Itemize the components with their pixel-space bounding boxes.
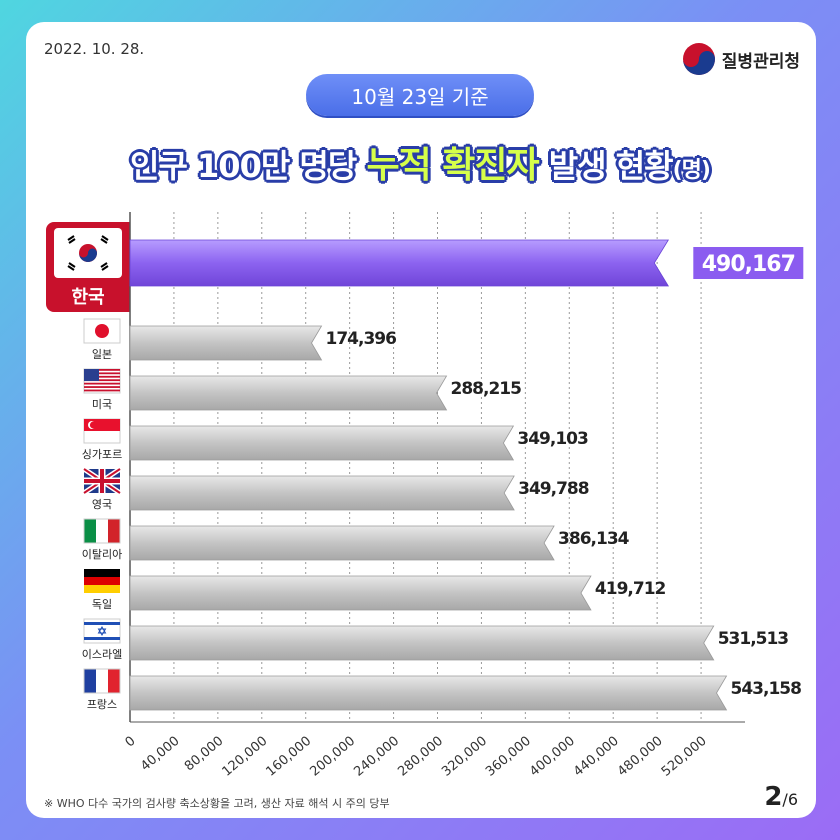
- value-label: 288,215: [451, 379, 522, 399]
- x-tick-label: 360,000: [483, 734, 534, 780]
- category-label: 프랑스: [87, 698, 117, 711]
- sg-flag-icon: [83, 418, 121, 444]
- value-label: 531,513: [718, 629, 789, 649]
- category-label: 이탈리아: [82, 548, 122, 561]
- date-basis-badge: 10월 23일 기준: [306, 74, 534, 116]
- x-tick-label: 440,000: [571, 734, 622, 780]
- bar: [129, 425, 515, 461]
- category-label: 이스라엘: [82, 648, 122, 661]
- bar: [129, 475, 515, 511]
- title-part2: 발생 현황: [538, 147, 674, 185]
- korea-flag-frame: [54, 228, 122, 278]
- bar: [129, 675, 728, 711]
- x-tick-label: 120,000: [220, 734, 271, 780]
- value-label: 490,167: [702, 252, 795, 277]
- it-flag-icon: [83, 518, 121, 544]
- gb-flag-icon: [82, 466, 122, 496]
- x-tick-label: 160,000: [263, 734, 314, 780]
- value-label: 349,103: [517, 429, 588, 449]
- value-label: 174,396: [326, 329, 397, 349]
- page-current: 2: [764, 782, 783, 812]
- agency-name: 질병관리청: [721, 51, 800, 72]
- page-title: 인구 100만 명당 누적 확진자 발생 현황(명): [0, 136, 840, 188]
- category-label: 미국: [92, 398, 112, 411]
- bar: [129, 525, 555, 561]
- jp-flag-icon: [83, 318, 121, 344]
- page-total: /6: [782, 790, 798, 809]
- footnote: ※ WHO 다수 국가의 검사량 축소상황을 고려, 생산 자료 해석 시 주의…: [44, 797, 390, 810]
- x-tick-label: 400,000: [527, 734, 578, 780]
- x-tick-label: 280,000: [395, 734, 446, 780]
- x-tick-label: 240,000: [351, 734, 402, 780]
- bar: [129, 325, 323, 361]
- fr-flag-icon: [83, 668, 121, 694]
- category-label: 일본: [92, 347, 112, 361]
- us-flag-icon: [83, 368, 121, 394]
- value-label-box: [691, 245, 806, 281]
- kdca-emblem-icon: [682, 43, 715, 75]
- category-label: 싱가포르: [82, 448, 122, 461]
- x-tick-label: 520,000: [659, 734, 710, 780]
- value-label: 543,158: [731, 679, 802, 699]
- bar: [129, 239, 670, 287]
- value-label: 349,788: [518, 479, 589, 499]
- title-part1: 인구 100만 명당: [130, 147, 367, 185]
- x-tick-label: 200,000: [307, 734, 358, 780]
- bar: [129, 575, 592, 611]
- il-flag-icon: [83, 618, 121, 644]
- x-tick-label: 0: [123, 734, 139, 751]
- category-label: 영국: [92, 498, 112, 511]
- kr-flag-icon: [64, 234, 112, 272]
- x-tick-label: 480,000: [615, 734, 666, 780]
- value-label: 419,712: [595, 579, 666, 599]
- value-label: 386,134: [558, 529, 630, 549]
- title-highlight: 누적 확진자: [366, 145, 539, 186]
- agency-logo: 질병관리청: [682, 42, 800, 76]
- category-label: 독일: [92, 597, 112, 611]
- report-date: 2022. 10. 28.: [44, 40, 145, 58]
- x-tick-label: 320,000: [439, 734, 490, 780]
- category-label: 한국: [71, 287, 104, 308]
- bar: [129, 625, 715, 661]
- page-indicator: 2/6: [764, 782, 798, 812]
- bar: [129, 375, 448, 411]
- x-tick-label: 40,000: [138, 734, 182, 775]
- title-unit: (명): [672, 158, 711, 183]
- de-flag-icon: [84, 569, 120, 593]
